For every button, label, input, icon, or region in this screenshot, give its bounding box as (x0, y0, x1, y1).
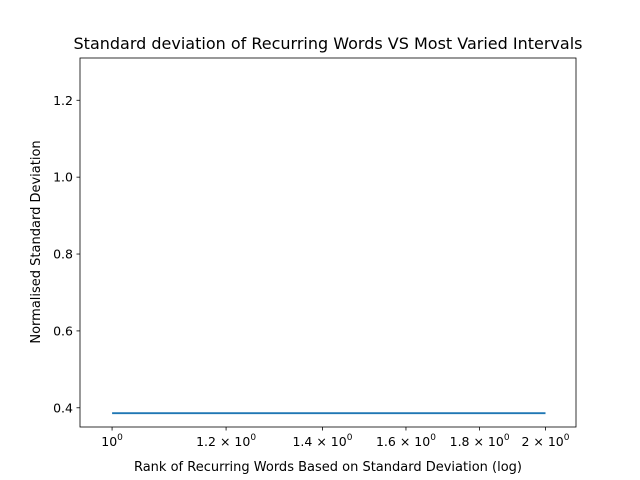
x-tick-label-exponent: 0 (250, 433, 256, 443)
x-tick-label-base: 1.4 × 10 (292, 434, 346, 449)
x-tick-label-exponent: 0 (504, 433, 510, 443)
x-tick-label-base: 1.8 × 10 (450, 434, 504, 449)
x-tick-label-base: 1.6 × 10 (376, 434, 430, 449)
y-tick-label: 0.8 (53, 247, 73, 262)
x-tick-label: 1.6 × 100 (376, 433, 436, 449)
x-tick-label-exponent: 0 (430, 433, 436, 443)
x-tick-label: 1.8 × 100 (450, 433, 510, 449)
x-tick-label-exponent: 0 (117, 433, 123, 443)
x-tick-label: 100 (101, 433, 123, 449)
x-tick-label-exponent: 0 (564, 433, 570, 443)
x-tick-label-base: 2 × 10 (521, 434, 563, 449)
y-tick-label: 0.6 (53, 323, 73, 338)
y-tick-label: 1.2 (53, 93, 73, 108)
y-tick-label: 1.0 (53, 170, 73, 185)
x-axis-ticks: 100 1.2 × 100 1.4 × 100 1.6 × 100 1.8 × 100 2… (101, 427, 570, 449)
y-tick-label: 0.4 (53, 400, 73, 415)
axes-frame (79, 57, 577, 428)
x-tick-label-base: 10 (101, 434, 117, 449)
y-axis-ticks: 0.4 0.6 0.8 1.0 1.2 (53, 93, 80, 415)
x-axis-label: Rank of Recurring Words Based on Standar… (134, 460, 522, 475)
x-tick-label: 1.2 × 100 (196, 433, 256, 449)
x-tick-label: 1.4 × 100 (292, 433, 352, 449)
x-tick-label: 2 × 100 (521, 433, 569, 449)
chart-title: Standard deviation of Recurring Words VS… (74, 34, 583, 53)
x-tick-label-exponent: 0 (347, 433, 353, 443)
y-axis-label: Normalised Standard Deviation (29, 140, 44, 343)
x-tick-label-base: 1.2 × 10 (196, 434, 250, 449)
